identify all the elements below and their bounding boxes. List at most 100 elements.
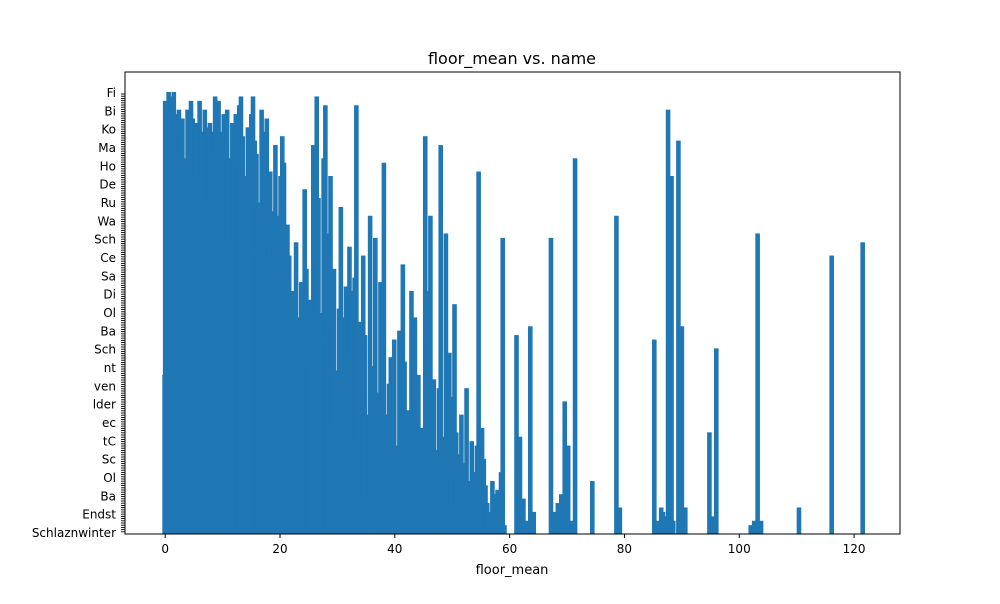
y-tick-label: nt: [104, 361, 117, 375]
bar: [357, 321, 363, 534]
bar: [662, 516, 667, 534]
axes-frame: [124, 71, 901, 535]
bar: [517, 436, 523, 534]
bar: [438, 145, 444, 535]
bar: [670, 520, 676, 534]
bar: [669, 175, 674, 535]
bar: [617, 507, 623, 534]
bar: [655, 520, 661, 534]
bar: [521, 498, 526, 534]
y-tick-label: Ru: [101, 196, 116, 210]
bar: [405, 410, 411, 534]
y-tick-label: Sa: [101, 269, 116, 283]
y-tick-label: lder: [93, 398, 116, 412]
y-tick-label: Schlaznwinter: [32, 526, 116, 540]
x-tick-label: 0: [161, 542, 169, 556]
bar: [548, 237, 554, 535]
bar: [524, 520, 530, 534]
y-tick-label: Sch: [94, 343, 116, 357]
x-tick-label: 20: [272, 542, 287, 556]
y-tick-label: Ma: [98, 141, 116, 155]
bar: [500, 237, 506, 535]
bar: [528, 326, 533, 534]
bar: [559, 494, 564, 534]
bar: [829, 255, 834, 535]
bar: [751, 520, 757, 534]
x-tick-label: 40: [387, 542, 402, 556]
x-tick-label: 120: [843, 542, 866, 556]
bar: [391, 339, 397, 534]
y-tick-label: Di: [103, 288, 116, 302]
bar: [402, 361, 407, 534]
bar: [514, 335, 519, 534]
bar: [679, 326, 685, 534]
bar: [714, 348, 719, 534]
y-tick-labels: Schlaznwinter Endst Ba Ol Sc tC ec lder ven nt Sch…: [32, 86, 116, 540]
y-tick-label: Fi: [107, 86, 116, 100]
y-tick-label: Ol: [103, 306, 116, 320]
y-tick-label: Bi: [104, 104, 116, 118]
bar: [422, 136, 428, 534]
bar: [562, 401, 568, 534]
bar: [443, 233, 449, 534]
bar: [416, 374, 421, 534]
y-tick-label: Ko: [101, 123, 116, 137]
y-tick-label: Ho: [100, 159, 116, 173]
y-tick-label: Ba: [100, 489, 116, 503]
bar: [710, 516, 716, 534]
bar: [373, 237, 378, 535]
bar: [676, 140, 681, 534]
bar: [397, 330, 402, 534]
bar: [381, 162, 387, 534]
bar: [569, 520, 574, 534]
x-ticks: 0 20 40 60 80 100 120: [161, 534, 866, 556]
y-tick-label: tC: [103, 434, 116, 448]
bar: [860, 242, 865, 534]
bar: [409, 290, 414, 534]
y-tick-label: Sc: [102, 453, 116, 467]
bar: [590, 480, 595, 534]
bar: [476, 171, 481, 534]
bar: [452, 304, 457, 534]
y-tick-label: Ce: [100, 251, 116, 265]
bar: [469, 441, 475, 534]
y-ticks: [121, 93, 125, 533]
bar: [362, 335, 368, 534]
bar: [614, 215, 619, 534]
y-tick-label: Wa: [98, 214, 116, 228]
bar: [758, 520, 764, 534]
bars: [162, 92, 865, 535]
bar: [453, 432, 459, 534]
x-tick-label: 80: [617, 542, 632, 556]
x-tick-label: 60: [502, 542, 517, 556]
bar: [295, 317, 301, 534]
bar: [502, 525, 507, 534]
bar: [428, 215, 433, 534]
y-tick-label: Ol: [103, 471, 116, 485]
bar: [755, 233, 760, 534]
bar: [459, 414, 464, 534]
bar: [572, 158, 578, 535]
x-tick-label: 100: [728, 542, 751, 556]
y-tick-label: ven: [94, 379, 116, 393]
bar: [555, 503, 561, 534]
y-tick-label: Endst: [82, 508, 116, 522]
bar: [354, 105, 359, 534]
bar: [531, 511, 537, 534]
bar: [683, 507, 688, 534]
y-tick-label: ec: [102, 416, 116, 430]
bar: [565, 445, 571, 534]
bar: [707, 432, 712, 534]
chart-title: floor_mean vs. name: [428, 49, 596, 69]
bar: [796, 507, 802, 534]
bar: [447, 352, 452, 534]
x-axis-label: floor_mean: [476, 563, 549, 578]
bar: [495, 489, 500, 534]
bar: [748, 525, 754, 534]
bar: [367, 215, 373, 534]
bar: [665, 109, 671, 535]
bar: [652, 339, 657, 534]
bar: [552, 511, 557, 534]
